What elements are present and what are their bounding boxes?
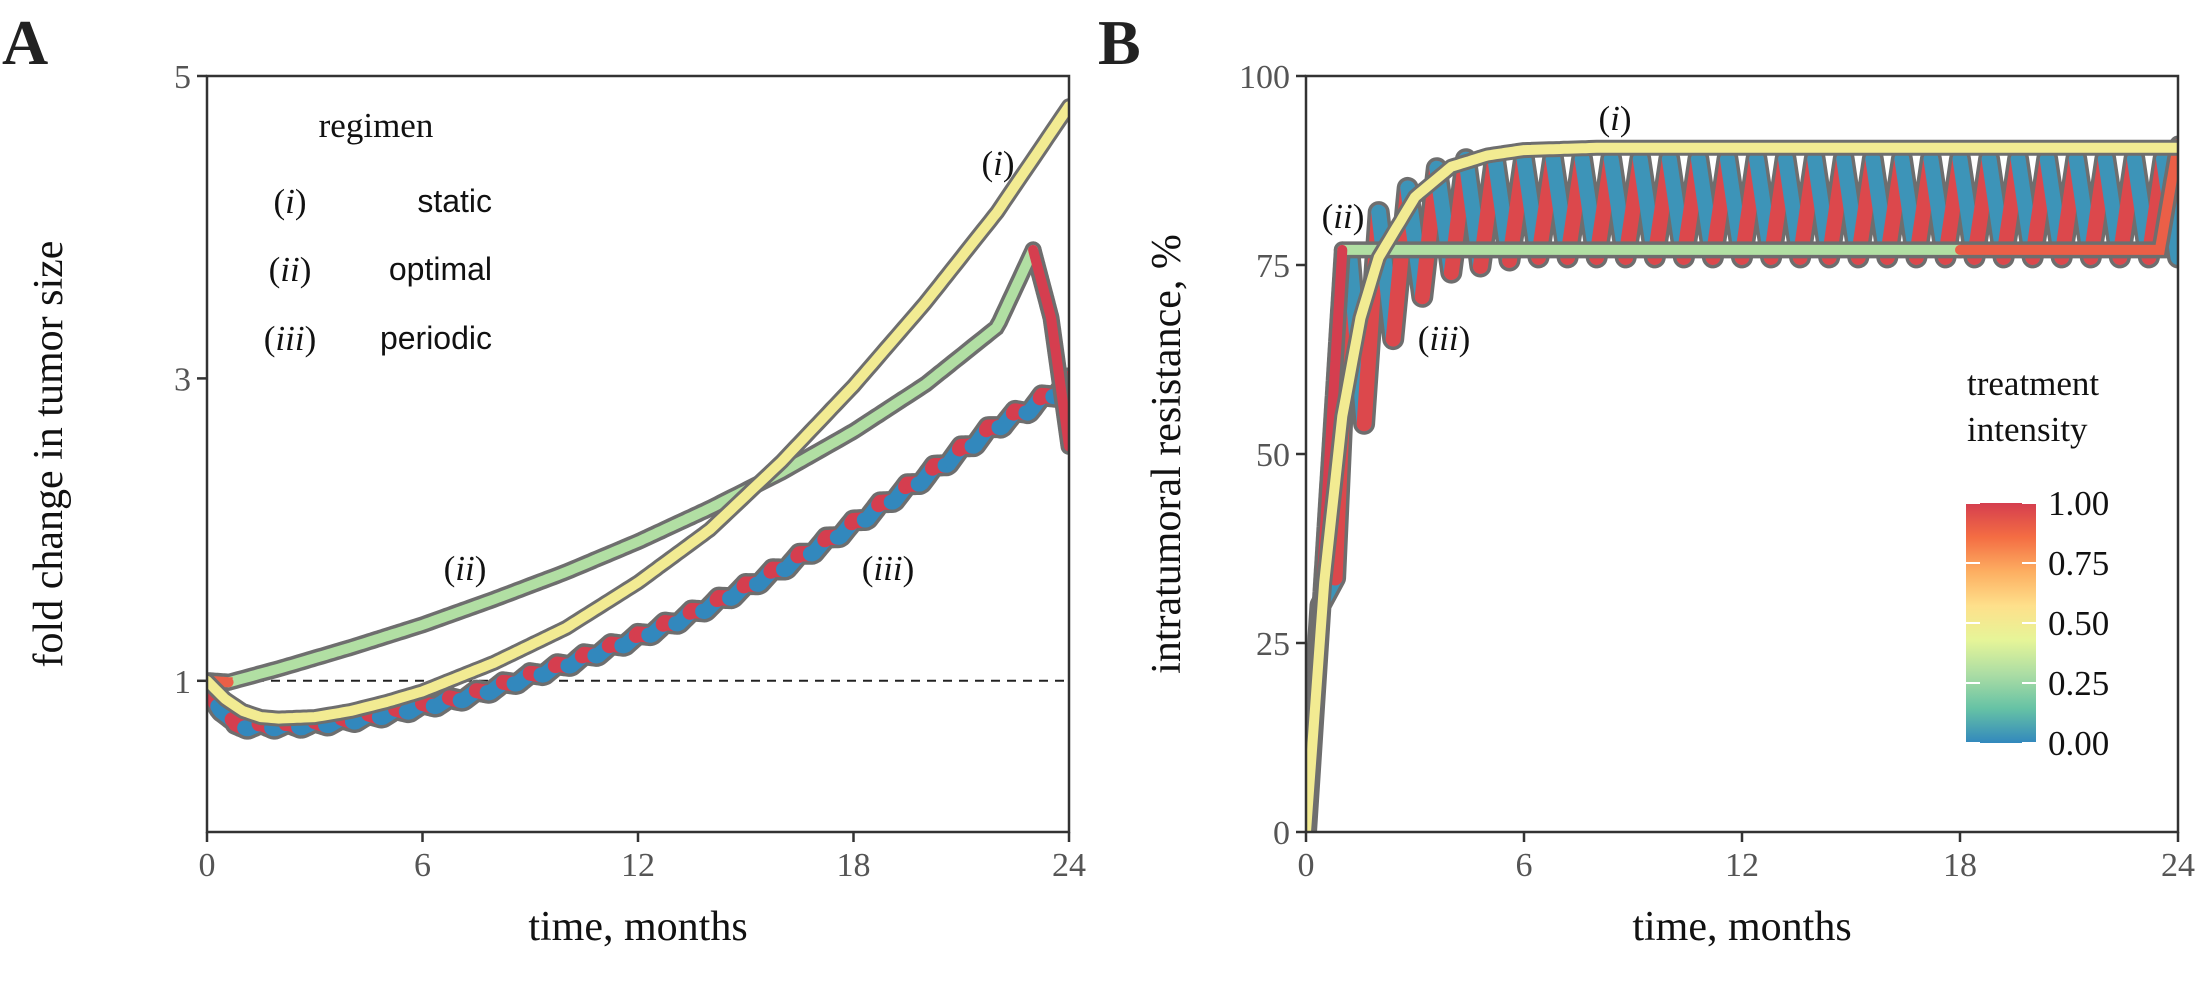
panel-b-curve-label-i: (i): [1598, 99, 1631, 138]
panel-a-y-axis-title: fold change in tumor size: [26, 241, 72, 668]
x-tick-label: 6: [414, 847, 431, 884]
x-tick-label: 0: [199, 847, 216, 884]
series-optimal-end: [1028, 244, 1069, 452]
panel-b-series-layer: [1306, 135, 2178, 832]
panel-b-curve-label-ii: (ii): [1322, 197, 1365, 236]
y-tick-label: 3: [174, 361, 191, 398]
regimen-legend-numeral-2: (ii): [269, 250, 312, 289]
panel-a-curve-label-iii: (iii): [862, 549, 915, 588]
regimen-legend-title: regimen: [319, 106, 434, 145]
panel-b-y-axis-title: intratumoral resistance, %: [1144, 234, 1190, 674]
x-tick-label: 0: [1298, 847, 1315, 884]
colorbar-tick-label: 0.00: [2048, 724, 2109, 763]
y-tick-label: 5: [174, 59, 191, 96]
regimen-legend-label-static: static: [417, 183, 492, 219]
panel-b-x-axis-title: time, months: [1632, 904, 1851, 950]
regimen-legend-numeral-1: (i): [273, 182, 306, 221]
series-static: [207, 101, 1069, 724]
regimen-legend: regimen (i) static (ii) optimal (iii) pe…: [264, 106, 492, 358]
intensity-legend: treatment intensity 1.00 0.75 0.50 0.25 0.00: [1966, 364, 2109, 763]
panel-a-x-axis-title: time, months: [528, 904, 747, 950]
x-tick-label: 12: [621, 847, 655, 884]
panel-a-letter: A: [2, 7, 48, 78]
series-periodic-outline: [207, 367, 1069, 740]
panel-b-ticks: 0 6 12 18 24 0 25 50 75 100: [1239, 59, 2195, 884]
x-tick-label: 12: [1725, 847, 1759, 884]
series-optimal: [223, 244, 1039, 688]
y-tick-label: 50: [1256, 437, 1290, 474]
panel-b-letter: B: [1098, 7, 1141, 78]
panel-a-ticks: 0 6 12 18 24 1 3 5: [174, 59, 1086, 884]
intensity-legend-title-line1: treatment: [1967, 364, 2099, 403]
y-tick-label: 0: [1273, 815, 1290, 852]
panel-a-series-layer: [207, 98, 1069, 740]
colorbar-tick-label: 1.00: [2048, 484, 2109, 523]
panel-b-curve-label-iii: (iii): [1418, 319, 1471, 358]
y-tick-label: 1: [174, 664, 191, 701]
panel-a-curve-label-ii: (ii): [444, 549, 487, 588]
x-tick-label: 18: [837, 847, 871, 884]
x-tick-label: 6: [1516, 847, 1533, 884]
x-tick-label: 24: [1052, 847, 1086, 884]
regimen-legend-label-optimal: optimal: [389, 251, 492, 287]
y-tick-label: 100: [1239, 59, 1290, 96]
colorbar-tick-label: 0.50: [2048, 604, 2109, 643]
x-tick-label: 24: [2161, 847, 2195, 884]
intensity-colorbar-ticks: 1.00 0.75 0.50 0.25 0.00: [1966, 484, 2109, 763]
panel-b-chart: 0 6 12 18 24 0 25 50 75 100 time, months intratum…: [1144, 59, 2195, 950]
series-optimal-end: [1955, 139, 2178, 255]
panel-a-chart: 0 6 12 18 24 1 3 5 time, months fold change in …: [26, 59, 1086, 950]
intensity-legend-title-line2: intensity: [1967, 410, 2088, 449]
colorbar-tick-label: 0.75: [2048, 544, 2109, 583]
series-static: [1306, 142, 2178, 832]
colorbar-tick-label: 0.25: [2048, 664, 2109, 703]
x-tick-label: 18: [1943, 847, 1977, 884]
y-tick-label: 75: [1256, 248, 1290, 285]
panel-a-curve-label-i: (i): [981, 144, 1014, 183]
regimen-legend-numeral-3: (iii): [264, 319, 317, 358]
y-tick-label: 25: [1256, 626, 1290, 663]
regimen-legend-label-periodic: periodic: [380, 320, 492, 356]
